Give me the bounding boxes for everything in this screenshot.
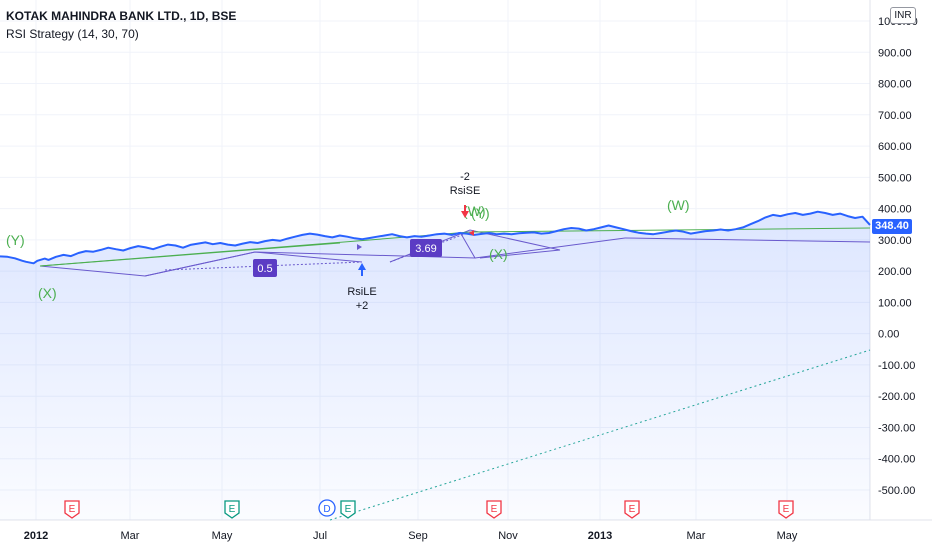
- y-tick-label: 700.00: [878, 110, 912, 122]
- earnings-icon[interactable]: E: [624, 500, 640, 519]
- price-line[interactable]: [0, 210, 871, 265]
- symbol-title: KOTAK MAHINDRA BANK LTD., 1D, BSE: [6, 9, 237, 23]
- x-tick-label: May: [777, 530, 798, 542]
- y-tick-label: 0.00: [878, 329, 899, 341]
- wave-label-x: (X): [38, 285, 57, 301]
- y-tick-label: -500.00: [878, 485, 915, 497]
- x-tick-label: May: [212, 530, 233, 542]
- y-tick-label: -400.00: [878, 454, 915, 466]
- strategy-legend[interactable]: RSI Strategy (14, 30, 70): [6, 27, 139, 41]
- long-signal-qty: +2: [356, 300, 369, 312]
- short-entry-signal[interactable]: -2 RsiSE: [450, 171, 481, 218]
- dotted-trend-line: [329, 349, 871, 521]
- y-tick-label: 400.00: [878, 204, 912, 216]
- wave-label-x-2: (X): [489, 246, 508, 262]
- y-tick-label: -100.00: [878, 360, 915, 372]
- wave-label-y: (Y): [6, 232, 25, 248]
- price-axis[interactable]: 1000.00900.00800.00700.00600.00500.00400…: [878, 16, 918, 497]
- svg-text:E: E: [69, 504, 76, 515]
- wave-label-w: (W): [463, 203, 486, 219]
- ratio-box-2-label: 3.69: [415, 243, 436, 255]
- svg-text:D: D: [323, 504, 330, 515]
- x-tick-label: 2012: [24, 530, 48, 542]
- currency-badge[interactable]: INR: [890, 7, 916, 24]
- y-tick-label: -200.00: [878, 391, 915, 403]
- ratio-box-1-label: 0.5: [257, 263, 272, 275]
- x-tick-label: Nov: [498, 530, 518, 542]
- svg-text:E: E: [345, 504, 352, 515]
- dividend-icon[interactable]: D: [318, 499, 336, 517]
- earnings-icon[interactable]: E: [64, 500, 80, 519]
- y-tick-label: 300.00: [878, 235, 912, 247]
- svg-text:E: E: [629, 504, 636, 515]
- earnings-icon[interactable]: E: [224, 500, 240, 519]
- svg-text:E: E: [229, 504, 236, 515]
- long-signal-name: RsiLE: [347, 286, 376, 298]
- y-tick-label: 500.00: [878, 172, 912, 184]
- wave-labels: (Y) (X) (W) (Y) (X) (W): [6, 197, 690, 301]
- x-tick-label: Jul: [313, 530, 327, 542]
- time-axis[interactable]: 2012 Mar May Jul Sep Nov 2013 Mar May: [24, 530, 798, 542]
- last-price-badge: 348.40: [872, 219, 912, 234]
- ratio-box-1[interactable]: 0.5: [253, 259, 277, 277]
- short-signal-qty: -2: [460, 171, 470, 183]
- earnings-icon[interactable]: E: [486, 500, 502, 519]
- wave-label-w-2: (W): [667, 197, 690, 213]
- x-tick-label: 2013: [588, 530, 612, 542]
- y-tick-label: -300.00: [878, 422, 915, 434]
- ratio-box-2[interactable]: 3.69: [410, 239, 442, 257]
- x-tick-label: Sep: [408, 530, 428, 542]
- arrow-down-icon: [461, 205, 469, 218]
- price-area: [0, 211, 870, 520]
- short-signal-name: RsiSE: [450, 185, 481, 197]
- y-tick-label: 200.00: [878, 266, 912, 278]
- earnings-icon[interactable]: E: [778, 500, 794, 519]
- svg-text:E: E: [491, 504, 498, 515]
- y-tick-label: 600.00: [878, 141, 912, 153]
- arrow-up-icon: [358, 263, 366, 276]
- marker-triangle-icon: [357, 244, 362, 250]
- y-tick-label: 900.00: [878, 47, 912, 59]
- wave-label-y-2: (Y): [471, 205, 490, 221]
- long-entry-signal[interactable]: RsiLE +2: [347, 263, 377, 312]
- x-tick-label: Mar: [687, 530, 706, 542]
- svg-text:E: E: [783, 504, 790, 515]
- y-tick-label: 800.00: [878, 79, 912, 91]
- y-tick-label: 100.00: [878, 297, 912, 309]
- x-tick-label: Mar: [121, 530, 140, 542]
- marker-triangle-icon: [469, 230, 474, 236]
- earnings-icon[interactable]: E: [340, 500, 356, 519]
